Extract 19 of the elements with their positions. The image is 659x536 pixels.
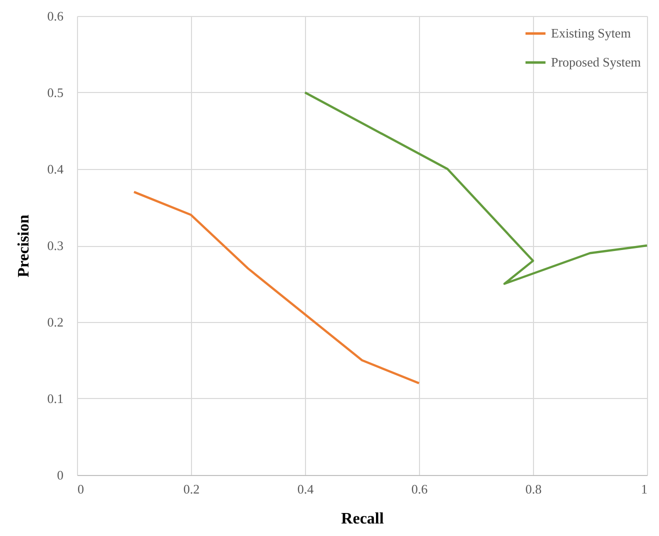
x-tick-label: 1	[641, 482, 648, 496]
y-tick-label: 0.1	[47, 391, 64, 406]
y-tick-label: 0.4	[47, 162, 64, 176]
x-tick-label: 0.2	[183, 482, 200, 496]
y-tick-label: 0.2	[47, 314, 64, 330]
line-series	[132, 190, 420, 384]
y-tick-label: 0.5	[47, 85, 64, 100]
line-series	[304, 91, 648, 285]
y-tick-label: 0.6	[47, 8, 64, 24]
x-tick-label: 0.6	[411, 482, 428, 496]
x-tick-label: 0.4	[297, 482, 314, 496]
x-tick-label: 0.8	[525, 482, 542, 496]
x-axis-title: Recall	[341, 510, 384, 528]
legend-label: Proposed System	[551, 54, 641, 70]
legend-label: Existing Sytem	[551, 26, 631, 40]
x-tick-label: 0	[78, 482, 84, 496]
y-tick-label: 0	[57, 468, 64, 482]
y-axis-title: Precision	[15, 214, 32, 278]
y-tick-label: 0.3	[47, 238, 64, 253]
